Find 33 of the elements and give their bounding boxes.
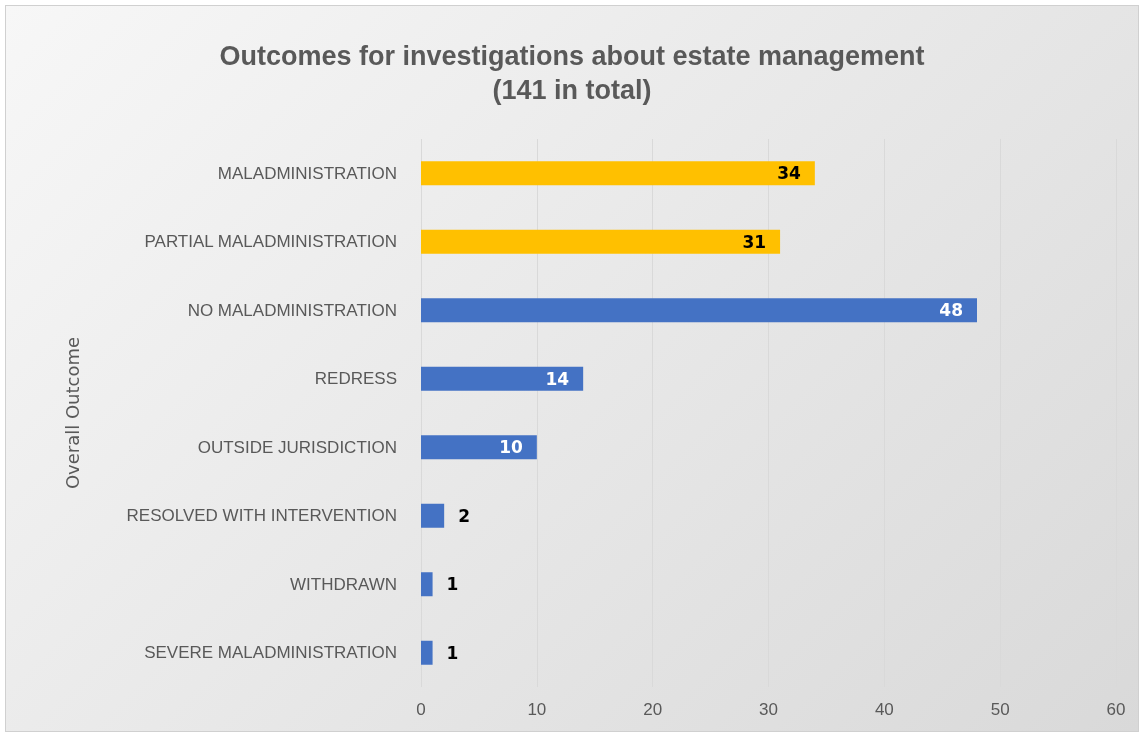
x-tick-label: 40 xyxy=(874,700,894,719)
y-tick-label: REDRESS xyxy=(314,369,397,389)
y-tick-label: OUTSIDE JURISDICTION xyxy=(197,437,397,457)
y-tick-label: SEVERE MALADMINISTRATION xyxy=(144,643,397,663)
data-label: 1 xyxy=(446,642,459,663)
x-tick-label: 30 xyxy=(759,700,778,719)
chart-title: Outcomes for investigations about estate management (141 in total) xyxy=(219,41,925,105)
data-label: 34 xyxy=(777,163,801,184)
y-tick-label: WITHDRAWN xyxy=(289,574,397,594)
bar xyxy=(421,503,445,528)
y-axis-title: Overall Outcome xyxy=(61,336,83,490)
x-tick-label: 20 xyxy=(643,700,663,719)
y-tick-label: RESOLVED WITH INTERVENTION xyxy=(126,506,397,526)
bar xyxy=(421,298,977,323)
x-tick-label: 10 xyxy=(527,700,547,719)
bar xyxy=(421,366,584,391)
y-tick-label: NO MALADMINISTRATION xyxy=(187,300,397,320)
data-label: 31 xyxy=(742,231,767,252)
bar xyxy=(421,161,815,186)
x-tick-label: 50 xyxy=(990,700,1010,719)
bar xyxy=(421,572,433,597)
data-label: 10 xyxy=(499,437,523,458)
data-label: 48 xyxy=(939,300,963,321)
x-tick-label: 60 xyxy=(1106,700,1126,719)
y-tick-label: MALADMINISTRATION xyxy=(217,163,397,183)
bar xyxy=(421,640,433,665)
data-label: 2 xyxy=(458,505,471,526)
y-tick-label: PARTIAL MALADMINISTRATION xyxy=(144,232,397,252)
data-label: 14 xyxy=(545,368,570,389)
x-tick-label: 0 xyxy=(416,700,426,719)
bar xyxy=(421,229,781,254)
data-label: 1 xyxy=(446,574,459,595)
bar xyxy=(421,435,537,460)
